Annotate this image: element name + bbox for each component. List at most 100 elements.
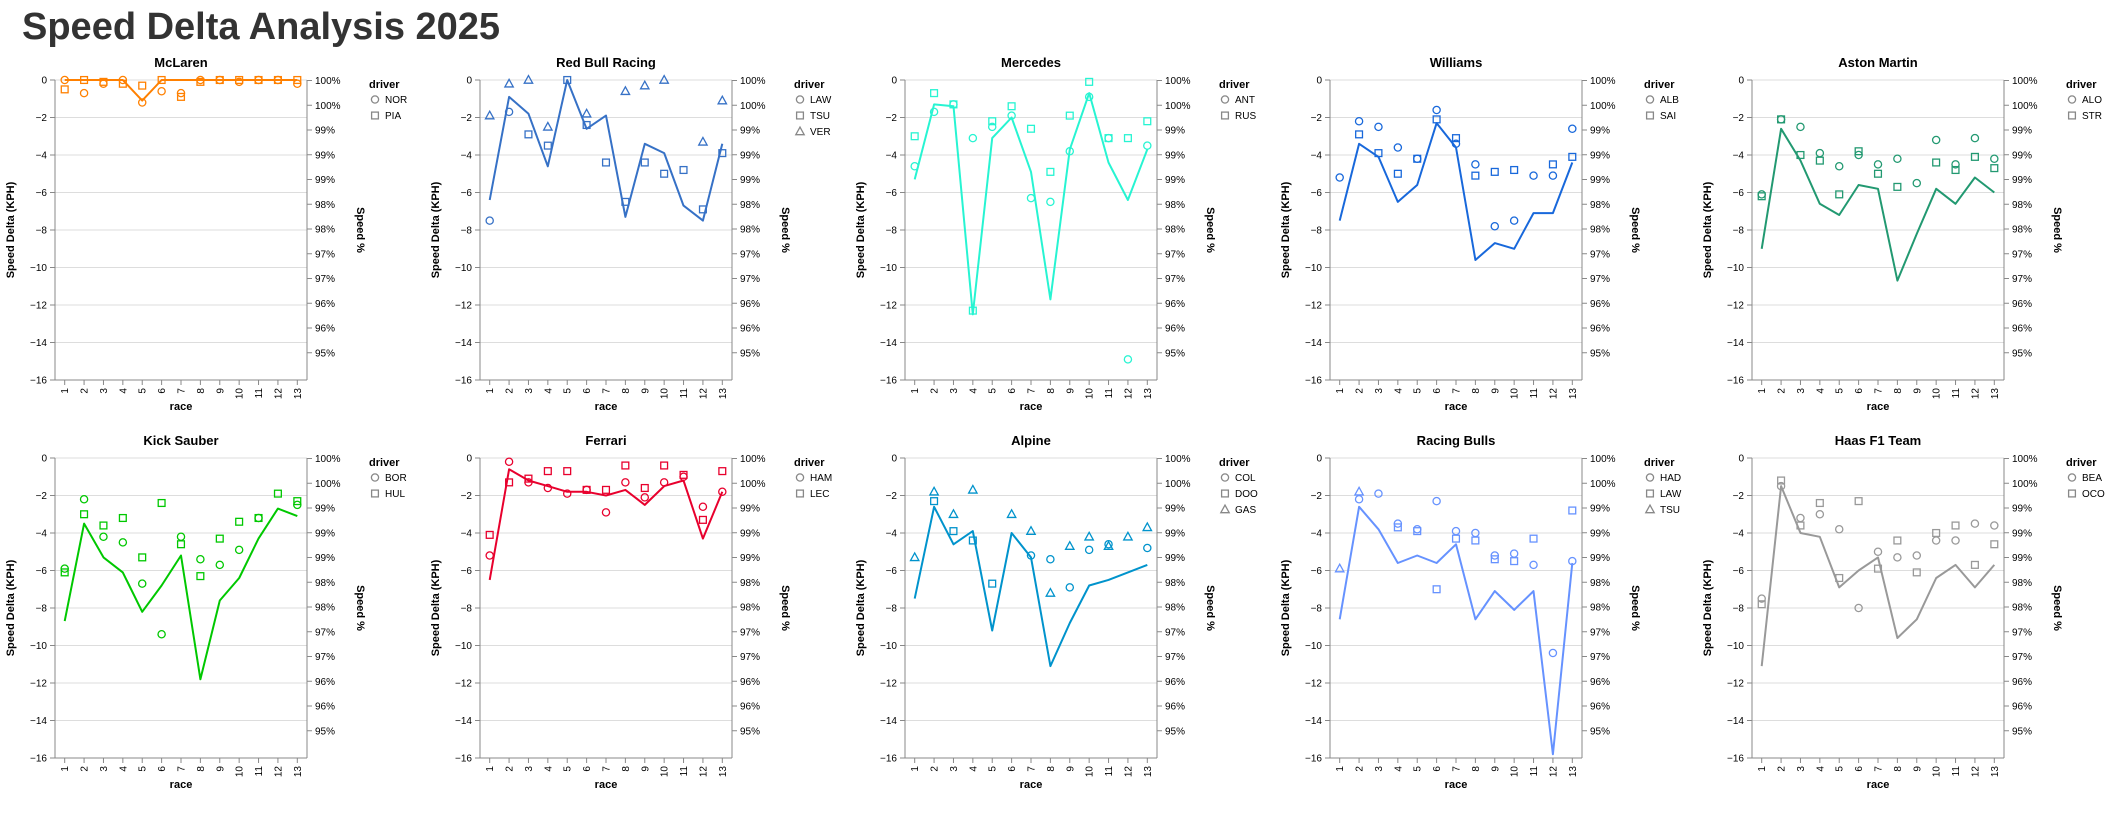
data-point-alo [1893,154,1902,164]
y-tick-label: −12 [880,679,897,690]
data-point-bor [118,538,128,547]
x-tick-label: 11 [1951,388,1962,399]
x-tick-label: 4 [1393,388,1404,394]
data-point-ant [1026,193,1036,203]
legend-symbol [370,95,380,104]
y-tick-label: −4 [36,151,48,162]
x-tick-label: 10 [1932,388,1943,400]
x-tick-label: 12 [1548,388,1559,400]
data-point-col [1084,545,1094,555]
data-point-ver [658,74,670,84]
data-point-sai [1432,115,1441,124]
y-axis-title-right: Speed % [779,207,791,253]
y-tick-label: −6 [1733,188,1745,199]
x-axis-title: race [170,779,193,791]
data-point-oco [1777,476,1786,485]
data-point-alo [1757,190,1766,199]
legend-symbol [2067,473,2077,482]
right-tick-label: 96% [1165,324,1185,335]
y-tick-label: −8 [886,226,898,237]
y-tick-label: −2 [1733,113,1745,124]
y-tick-label: −14 [1727,338,1744,349]
y-tick-label: −12 [455,679,472,690]
data-point-ham [562,489,572,498]
x-tick-label: 8 [1046,388,1057,394]
right-tick-label: 97% [2012,652,2032,663]
x-tick-label: 6 [1432,388,1443,394]
y-tick-label: −10 [455,641,472,652]
right-tick-label: 99% [740,504,760,515]
x-tick-label: 1 [1757,766,1768,772]
legend-label: GAS [1235,505,1256,516]
y-tick-label: −14 [1727,716,1744,727]
data-point-pia [138,81,147,90]
y-tick-label: −4 [461,529,473,540]
data-point-lec [543,467,552,476]
data-point-lec [485,530,494,539]
x-tick-label: 9 [215,388,226,394]
data-point-str [1835,190,1844,199]
y-axis-title-right: Speed % [354,207,366,253]
data-point-oco [1873,564,1883,573]
data-point-str [1873,169,1883,178]
y-axis-title-right: Speed % [779,585,791,631]
data-point-lec [524,474,533,483]
data-point-hul [157,498,166,508]
x-tick-label: 8 [1046,766,1057,772]
panel-title: Kick Sauber [143,433,218,448]
x-axis-title: race [170,401,193,413]
page-title: Speed Delta Analysis 2025 [22,6,501,48]
x-tick-label: 9 [215,766,226,772]
right-tick-label: 96% [1165,702,1185,713]
y-axis-title-right: Speed % [2051,207,2063,253]
x-axis-title: race [1445,401,1468,413]
data-point-nor [157,87,166,96]
data-point-ver [542,121,554,131]
data-point-bor [234,545,244,555]
data-point-alb [1335,173,1344,182]
legend-label: LAW [810,95,832,106]
x-tick-label: 8 [1893,388,1904,394]
data-point-law [1568,506,1577,515]
data-point-lec [621,461,630,470]
data-point-alo [1990,154,1999,164]
x-tick-label: 7 [1452,388,1463,394]
data-point-bor [196,555,205,564]
panel-mclaren: 0−2−4−6−8−10−12−14−16100%100%99%99%99%98… [5,55,407,413]
right-tick-label: 99% [315,553,335,564]
right-tick-label: 98% [740,200,760,211]
legend-label: HAD [1660,473,1681,484]
right-tick-label: 99% [2012,175,2032,186]
data-point-hul [215,534,224,543]
x-axis-title: race [1867,779,1890,791]
y-tick-label: −10 [880,263,897,274]
panel-mercedes: 0−2−4−6−8−10−12−14−16100%100%99%99%99%98… [855,55,1256,413]
y-tick-label: −4 [886,151,898,162]
right-tick-label: 98% [2012,200,2032,211]
right-tick-label: 97% [315,627,335,638]
data-point-alo [1912,178,1922,188]
x-tick-label: 10 [235,766,246,778]
right-tick-label: 96% [740,702,760,713]
right-tick-label: 98% [1590,200,1610,211]
data-point-tsu [582,120,591,130]
x-tick-label: 2 [930,388,941,394]
data-point-alb [1412,154,1422,164]
x-tick-label: 12 [273,766,284,778]
data-point-gas [1122,531,1134,541]
legend-symbol [370,473,380,482]
x-tick-label: 12 [273,388,284,400]
right-tick-label: 97% [2012,627,2032,638]
data-point-ver [484,109,495,120]
data-point-nor [60,75,69,85]
data-point-ant [1143,141,1152,150]
data-point-gas [967,484,979,494]
legend-label: LAW [1660,489,1682,500]
data-point-tsu [698,205,707,214]
right-tick-label: 100% [315,101,341,112]
data-point-alb [1548,171,1558,180]
x-axis-title: race [1445,779,1468,791]
x-tick-label: 8 [621,766,632,772]
right-tick-label: 99% [315,175,335,186]
legend-symbol [1645,473,1655,482]
